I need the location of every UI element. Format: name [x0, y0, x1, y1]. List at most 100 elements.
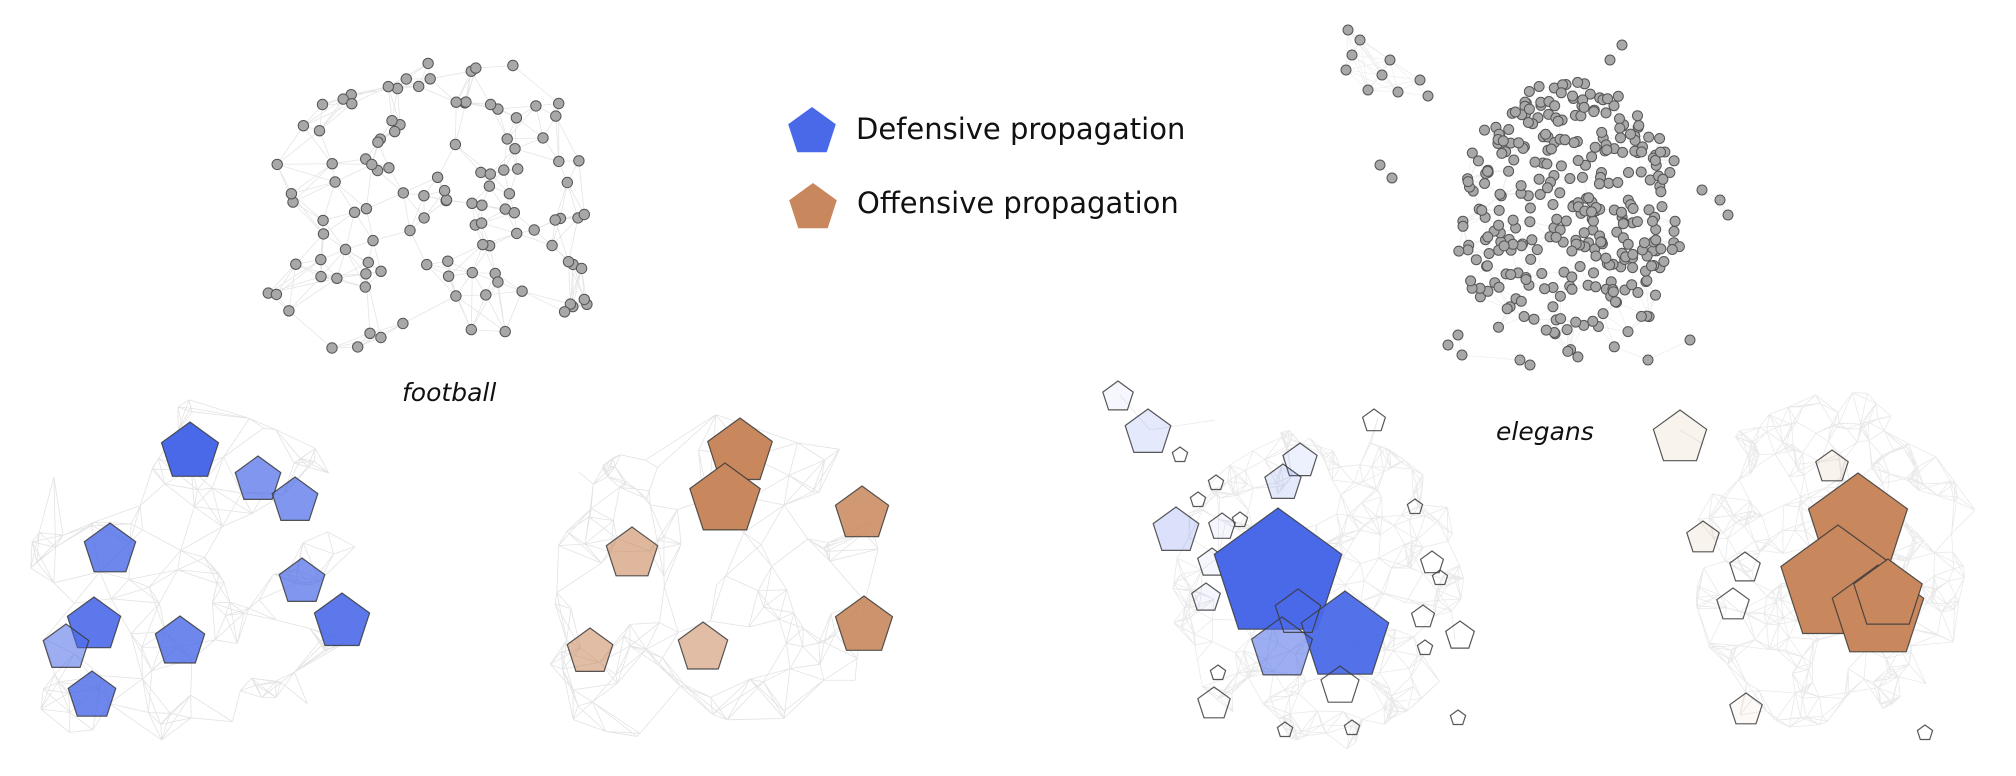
network-node: [1545, 143, 1557, 155]
network-node: [372, 136, 384, 148]
network-node: [1696, 184, 1708, 196]
network-node: [1568, 137, 1580, 149]
network-node: [1617, 218, 1629, 230]
network-node: [507, 59, 519, 72]
network-node: [389, 125, 401, 138]
network-node: [1493, 281, 1505, 293]
defensive-pentagon: [1431, 569, 1449, 586]
network-node: [511, 227, 523, 240]
network-node: [297, 120, 310, 132]
network-node: [449, 138, 462, 151]
defensive-pentagon: [1197, 686, 1231, 719]
network-node: [562, 256, 575, 268]
network-node: [1442, 339, 1454, 351]
network-node: [1612, 90, 1624, 102]
network-node: [1498, 240, 1510, 252]
defensive-pentagon: [1361, 408, 1387, 432]
network-node: [362, 256, 374, 269]
network-node: [466, 197, 478, 210]
network-node: [573, 155, 585, 167]
network-node: [1552, 115, 1564, 127]
network-node: [1541, 158, 1553, 170]
network-node: [1354, 34, 1366, 46]
network-node: [1507, 238, 1519, 250]
network-node: [550, 110, 562, 122]
network-node: [1631, 216, 1643, 228]
network-node: [1597, 308, 1609, 320]
network-node: [1664, 167, 1676, 178]
network-node: [1595, 236, 1607, 248]
network-node: [1493, 321, 1504, 333]
network-node: [1668, 225, 1680, 237]
offensive-pentagon: [1716, 587, 1750, 620]
network-node: [465, 323, 477, 336]
network-node: [530, 100, 542, 112]
network-node: [421, 258, 433, 271]
network-node: [317, 228, 330, 240]
network-node: [1481, 260, 1493, 272]
network-node: [1646, 260, 1657, 272]
network-node: [397, 317, 409, 330]
defensive-pentagon: [1264, 463, 1302, 499]
network-node: [1555, 160, 1567, 172]
network-node: [1507, 214, 1519, 226]
network-node: [329, 176, 341, 188]
football-label: football: [402, 378, 497, 407]
network-node: [1483, 248, 1495, 259]
network-node: [316, 98, 329, 111]
network-node: [1508, 154, 1520, 166]
network-node: [1342, 24, 1354, 36]
network-node: [475, 166, 487, 179]
network-node: [1554, 187, 1566, 199]
network-node: [1627, 262, 1639, 274]
football-defensive-panel: [30, 399, 371, 741]
network-node: [1476, 204, 1488, 216]
network-node: [360, 203, 373, 215]
network-node: [1567, 90, 1578, 102]
offensive-pentagon: [1729, 551, 1761, 582]
network-node: [1617, 146, 1629, 158]
legend-offensive-label: Offensive propagation: [857, 186, 1179, 220]
network-node: [1586, 151, 1598, 163]
network-node: [1551, 213, 1563, 225]
network-node: [1586, 206, 1597, 218]
network-node: [549, 214, 561, 226]
defensive-pentagon: [1419, 550, 1445, 574]
network-node: [315, 253, 327, 266]
defensive-pentagon: [1152, 506, 1200, 552]
network-node: [1456, 349, 1468, 361]
network-node: [1540, 324, 1552, 336]
network-node: [1493, 219, 1505, 231]
elegans-defensive-panel: [1102, 380, 1476, 750]
network-node: [1616, 39, 1628, 51]
defensive-pentagon: [1124, 408, 1172, 453]
network-node: [1668, 155, 1680, 167]
network-node: [1669, 215, 1681, 227]
offensive-pentagon: [1853, 558, 1923, 625]
network-node: [1501, 303, 1513, 315]
defensive-pentagon: [42, 623, 90, 669]
network-node: [1534, 189, 1546, 200]
network-node: [1658, 256, 1670, 267]
network-node: [1600, 107, 1612, 119]
network-node: [326, 342, 338, 354]
network-node: [1627, 203, 1639, 214]
network-node: [553, 97, 565, 110]
network-node: [537, 132, 549, 144]
network-node: [270, 288, 283, 301]
network-node: [348, 206, 361, 219]
network-node: [1614, 113, 1625, 125]
network-node: [375, 331, 387, 344]
network-node: [352, 341, 364, 353]
network-node: [1528, 313, 1540, 325]
network-node: [1466, 147, 1478, 159]
network-node: [1494, 188, 1506, 200]
network-node: [1513, 137, 1525, 149]
network-node: [1615, 206, 1627, 218]
network-node: [1635, 166, 1647, 178]
network-node: [1622, 326, 1634, 338]
network-node: [1632, 287, 1644, 298]
network-node: [1386, 172, 1398, 184]
network-node: [553, 155, 565, 168]
